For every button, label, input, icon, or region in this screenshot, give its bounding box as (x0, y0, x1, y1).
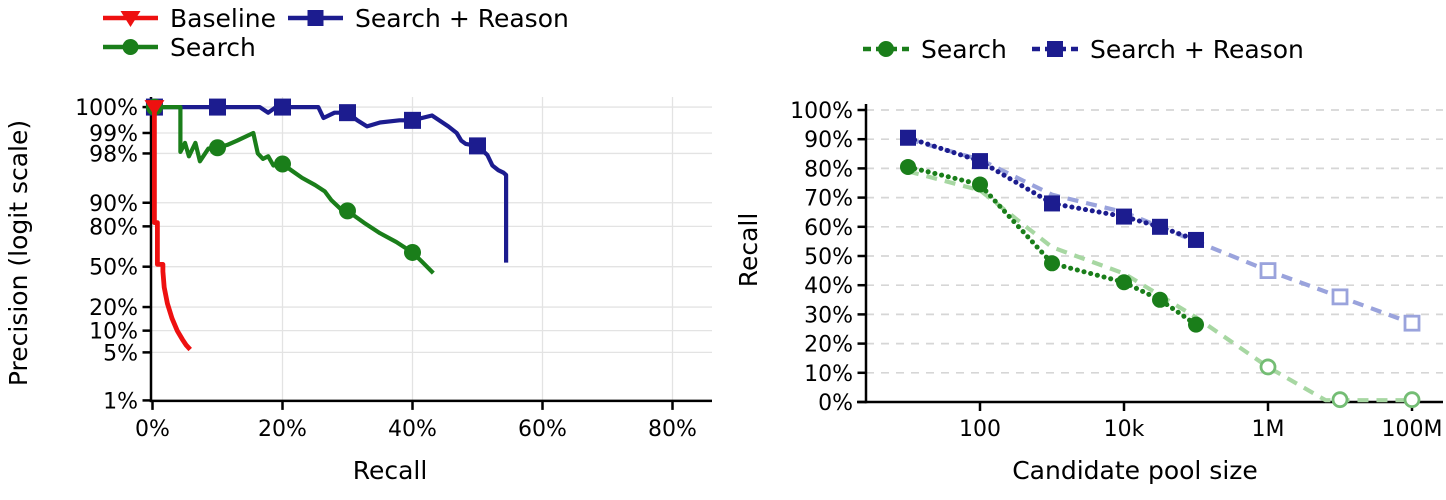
right-y-axis-label: Recall (734, 213, 763, 288)
series-search-reason (145, 98, 509, 263)
square-marker (900, 129, 916, 146)
right-x-axis-label: Candidate pool size (1012, 456, 1258, 485)
y-tick-label: 50% (89, 256, 138, 281)
legend-label: Search (170, 33, 256, 62)
y-tick-label: 98% (89, 142, 138, 167)
square-marker (209, 98, 226, 116)
y-tick-label: 100% (790, 99, 853, 124)
square-marker (1047, 41, 1063, 57)
x-tick-label: 100M (1382, 417, 1443, 442)
circle-marker (1116, 274, 1132, 291)
legend-item-search: Search (103, 33, 256, 62)
circle-marker (1188, 316, 1204, 333)
y-tick-label: 99% (89, 122, 138, 147)
y-tick-label: 0% (818, 391, 853, 416)
square-marker (274, 98, 291, 116)
y-tick-label: 60% (804, 216, 853, 241)
y-tick-label: 80% (89, 215, 138, 240)
square-marker (404, 111, 421, 129)
open-circle-marker (1403, 391, 1421, 409)
gridlines (151, 97, 712, 401)
open-square-marker (1259, 262, 1277, 280)
series-line (154, 104, 509, 263)
triangle-down-marker (120, 11, 141, 27)
x-tick-label: 80% (648, 417, 697, 442)
legend-label: Search + Reason (1090, 35, 1304, 64)
y-tick-label: 5% (103, 341, 138, 366)
circle-marker (1152, 291, 1169, 308)
circle-marker (404, 243, 421, 261)
y-tick-label: 10% (804, 362, 853, 387)
square-marker (339, 104, 356, 122)
series-search-reason (900, 129, 1204, 248)
square-marker (1116, 208, 1132, 225)
circle-marker (209, 139, 226, 157)
square-marker (1188, 231, 1204, 248)
circle-marker (1044, 255, 1060, 272)
axes: 100%99%98%90%80%50%20%10%5%1%0% 20% 40% 60%… (75, 96, 712, 442)
y-tick-label: 20% (804, 333, 853, 358)
gridlines (866, 109, 1443, 374)
square-marker (1152, 218, 1169, 235)
series-line (151, 107, 192, 352)
y-tick-label: 1% (103, 389, 138, 414)
series-baseline (144, 100, 192, 352)
y-tick-label: 30% (804, 303, 853, 328)
legend-label: Search (921, 35, 1007, 64)
circle-marker (878, 41, 894, 57)
y-tick-label: 40% (804, 274, 853, 299)
y-tick-label: 70% (804, 187, 853, 212)
legend-label: Search + Reason (355, 4, 569, 33)
square-marker (1044, 195, 1060, 212)
circle-marker (972, 176, 988, 193)
x-tick-label: 60% (518, 417, 567, 442)
circle-marker (339, 202, 356, 220)
triangle-down-marker (144, 100, 165, 117)
open-square-marker (1331, 288, 1349, 306)
legend: Search Search + Reason (863, 35, 1304, 64)
x-tick-label: 1M (1252, 417, 1285, 442)
y-tick-label: 50% (804, 245, 853, 270)
legend-item-search-reason: Search + Reason (288, 4, 569, 33)
y-tick-label: 90% (804, 128, 853, 153)
open-circle-marker (1331, 391, 1349, 409)
legend-item-search-reason: Search + Reason (1032, 35, 1304, 64)
x-tick-label: 10k (1104, 417, 1145, 442)
left-y-axis-label: Precision (logit scale) (4, 120, 33, 386)
y-tick-label: 20% (89, 296, 138, 321)
square-marker (307, 10, 324, 26)
square-marker (972, 153, 988, 170)
left-x-axis-label: Recall (353, 456, 428, 485)
x-tick-label: 40% (388, 417, 437, 442)
legend-item-baseline: Baseline (103, 4, 276, 33)
precision-recall-chart: 100%99%98%90%80%50%20%10%5%1%0% 20% 40% 60%… (75, 4, 712, 442)
series-search (145, 98, 435, 275)
open-square-marker (1403, 314, 1421, 332)
recall-vs-pool-chart: 0% 10% 20% 30% 40% 50% 60% 70% 80% 90% 100% 100 10k 1… (790, 35, 1443, 442)
legend-label: Baseline (170, 4, 276, 33)
series-search (900, 158, 1204, 333)
x-tick-label: 0% (135, 417, 170, 442)
axes: 0% 10% 20% 30% 40% 50% 60% 70% 80% 90% 100% 100 10k 1… (790, 99, 1443, 442)
series-line (154, 104, 435, 275)
x-tick-label: 100 (959, 417, 1001, 442)
y-tick-label: 90% (89, 192, 138, 217)
y-tick-label: 80% (804, 157, 853, 182)
circle-marker (274, 155, 291, 173)
x-tick-label: 20% (258, 417, 307, 442)
y-tick-label: 100% (75, 96, 138, 121)
y-tick-label: 10% (89, 320, 138, 345)
legend: Baseline Search + Reason Search (103, 4, 569, 62)
open-circle-marker (1259, 358, 1277, 376)
square-marker (469, 137, 486, 155)
circle-marker (900, 158, 916, 175)
circle-marker (122, 39, 139, 55)
legend-item-search: Search (863, 35, 1007, 64)
